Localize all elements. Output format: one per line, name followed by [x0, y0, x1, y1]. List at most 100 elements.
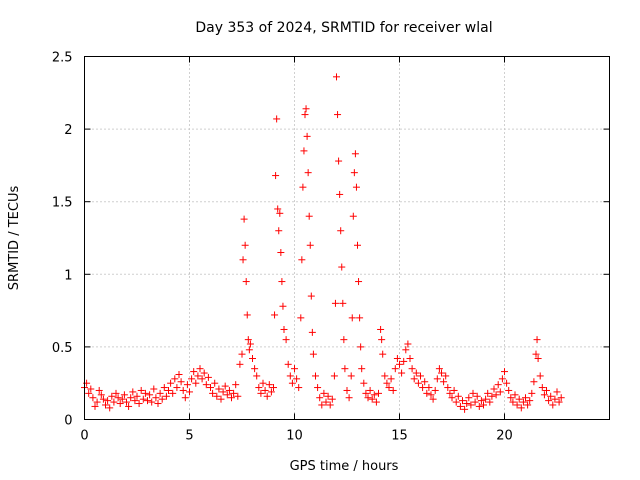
data-point: [524, 401, 532, 409]
data-point: [158, 395, 166, 403]
data-point: [492, 391, 500, 399]
data-point: [241, 241, 249, 249]
y-tick-label: 2: [64, 123, 72, 138]
data-point: [265, 381, 273, 389]
data-point: [230, 389, 238, 397]
data-point: [551, 395, 559, 403]
data-point: [513, 401, 521, 409]
data-point: [239, 256, 247, 264]
data-point: [217, 395, 225, 403]
data-point: [148, 398, 156, 406]
data-point: [129, 388, 137, 396]
data-point: [488, 392, 496, 400]
data-point: [429, 395, 437, 403]
data-point: [150, 385, 158, 393]
data-point: [238, 350, 246, 358]
data-point: [334, 111, 342, 119]
data-point: [123, 398, 130, 406]
data-point: [253, 372, 261, 380]
data-point: [484, 389, 492, 397]
data-point: [370, 391, 378, 399]
data-point: [186, 388, 193, 396]
data-point: [348, 314, 356, 322]
y-tick-label: 0: [64, 414, 72, 429]
data-point: [543, 386, 550, 394]
data-point: [194, 372, 202, 380]
data-point: [404, 340, 412, 348]
data-point: [298, 256, 306, 264]
chart-title: Day 353 of 2024, SRMTID for receiver wla…: [195, 20, 492, 36]
data-point: [463, 400, 471, 408]
data-point: [245, 346, 253, 354]
data-point: [350, 169, 358, 177]
data-point: [351, 150, 359, 158]
data-point: [538, 384, 546, 392]
data-point: [108, 392, 116, 400]
data-point: [362, 389, 370, 397]
data-point: [243, 311, 251, 319]
data-point: [221, 382, 229, 390]
data-point: [372, 398, 380, 406]
data-point: [533, 336, 541, 344]
data-point: [293, 375, 301, 383]
data-point: [125, 402, 133, 410]
data-point: [139, 395, 147, 403]
data-point: [530, 378, 538, 386]
data-point: [423, 389, 431, 397]
data-point: [282, 336, 290, 344]
data-point: [465, 394, 473, 402]
data-point: [202, 381, 210, 389]
data-point: [162, 392, 170, 400]
data-point: [240, 215, 248, 223]
data-points: [81, 73, 565, 413]
data-point: [312, 372, 319, 380]
data-point: [144, 397, 151, 405]
data-point: [408, 365, 416, 373]
data-point: [137, 386, 145, 394]
data-point: [305, 212, 313, 220]
data-point: [490, 385, 498, 393]
x-tick-label: 5: [185, 429, 193, 444]
data-point: [330, 372, 338, 380]
data-point: [536, 372, 544, 380]
plot-frame: [84, 56, 610, 420]
data-point: [106, 404, 114, 412]
data-point: [280, 325, 288, 333]
data-point: [355, 278, 363, 286]
y-tick-label: 2.5: [52, 51, 73, 66]
data-point: [511, 391, 519, 399]
y-tick-label: 1: [64, 268, 72, 283]
data-point: [347, 372, 355, 380]
data-point: [324, 392, 332, 400]
data-point: [314, 384, 322, 392]
data-point: [303, 132, 311, 140]
data-point: [440, 378, 448, 386]
data-point: [364, 394, 372, 402]
data-point: [406, 355, 414, 363]
data-point: [300, 147, 308, 155]
data-point: [494, 381, 502, 389]
chart-grid: [84, 56, 610, 420]
data-point: [277, 249, 285, 257]
data-point: [207, 384, 214, 392]
data-point: [389, 386, 397, 394]
data-point: [177, 378, 185, 386]
data-point: [496, 388, 504, 396]
data-point: [431, 386, 439, 394]
data-point: [198, 375, 206, 383]
data-point: [192, 379, 200, 387]
data-point: [354, 241, 361, 249]
data-point: [402, 346, 410, 354]
data-point: [540, 391, 548, 399]
data-point: [279, 302, 287, 310]
data-point: [297, 314, 305, 322]
data-point: [89, 394, 97, 402]
x-tick-label: 0: [80, 429, 88, 444]
x-tick-label: 20: [496, 429, 513, 444]
data-point: [267, 388, 275, 396]
data-point: [414, 379, 422, 387]
data-point: [507, 394, 515, 402]
data-point: [246, 340, 254, 348]
data-point: [396, 360, 403, 368]
data-point: [442, 372, 450, 380]
